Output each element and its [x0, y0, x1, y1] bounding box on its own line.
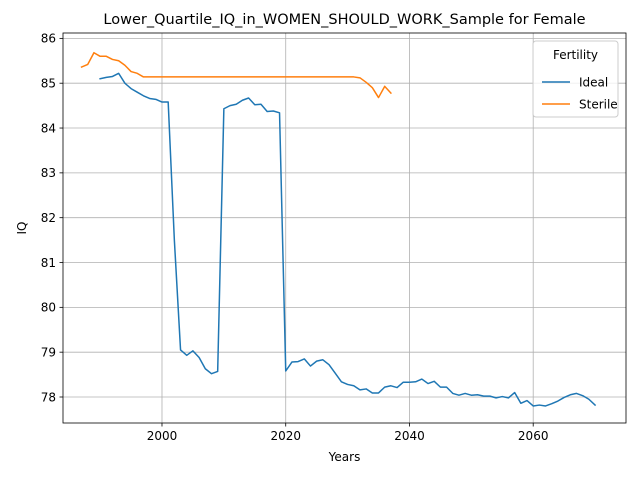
x-axis-label: Years	[328, 450, 361, 464]
x-axis: 2000 2020 2040 2060	[147, 423, 549, 443]
series-line-sterile	[80, 51, 392, 99]
grid	[63, 33, 626, 423]
y-tick-label: 78	[41, 390, 56, 404]
y-tick-label: 82	[41, 211, 56, 225]
plot-series	[80, 51, 597, 407]
y-axis-label: IQ	[15, 222, 29, 235]
y-axis: 78 79 80 81 82 83 84 85 86	[41, 32, 63, 404]
legend-title: Fertility	[553, 48, 598, 62]
y-tick-label: 83	[41, 166, 56, 180]
chart-title: Lower_Quartile_IQ_in_WOMEN_SHOULD_WORK_S…	[103, 12, 585, 28]
legend: Fertility Ideal Sterile	[532, 40, 619, 118]
legend-entries: Ideal Sterile	[542, 75, 618, 111]
x-tick-label: 2020	[270, 429, 301, 443]
series-line-ideal	[99, 72, 597, 407]
y-tick-label: 86	[41, 32, 56, 46]
plot-area	[62, 32, 627, 424]
y-tick-label: 84	[41, 121, 56, 135]
x-tick-label: 2060	[518, 429, 549, 443]
x-tick-label: 2040	[394, 429, 425, 443]
y-tick-label: 81	[41, 256, 56, 270]
legend-label-sterile: Sterile	[579, 97, 618, 111]
y-tick-label: 80	[41, 301, 56, 315]
y-tick-label: 79	[41, 345, 56, 359]
x-tick-label: 2000	[147, 429, 178, 443]
legend-box	[532, 40, 619, 118]
y-tick-label: 85	[41, 77, 56, 91]
legend-label-ideal: Ideal	[579, 75, 608, 89]
